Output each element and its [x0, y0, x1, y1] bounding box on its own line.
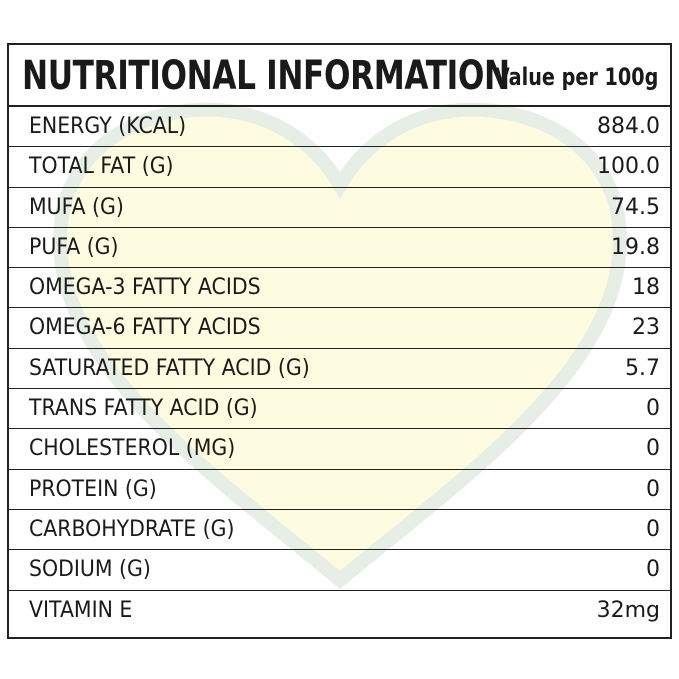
nutrient-value: 32mg [596, 597, 660, 623]
table-row: TOTAL FAT (G) 100.0 [9, 147, 670, 188]
nutrient-value: 23 [632, 315, 660, 341]
table-row: CARBOHYDRATE (G) 0 [9, 510, 670, 551]
table-row: SATURATED FATTY ACID (G) 5.7 [9, 349, 670, 390]
table-row: VITAMIN E 32mg [9, 591, 670, 631]
nutrient-value: 0 [646, 516, 660, 542]
nutrient-value: 100.0 [597, 154, 660, 180]
nutrient-name: TRANS FATTY ACID (G) [29, 396, 258, 422]
table-row: MUFA (G) 74.5 [9, 188, 670, 228]
nutrient-value: 5.7 [625, 355, 660, 381]
nutrient-name: SODIUM (G) [29, 557, 151, 583]
table-row: TRANS FATTY ACID (G) 0 [9, 389, 670, 430]
nutrient-value: 0 [646, 436, 660, 462]
nutrient-value: 0 [646, 476, 660, 502]
table-row: OMEGA-6 FATTY ACIDS 23 [9, 308, 670, 349]
nutrient-value: 0 [646, 396, 660, 422]
table-row: PUFA (G) 19.8 [9, 228, 670, 269]
nutrient-name: CARBOHYDRATE (G) [29, 516, 235, 542]
nutrient-name: SATURATED FATTY ACID (G) [29, 355, 310, 381]
subtitle: Value per 100g [494, 63, 658, 91]
nutrient-name: MUFA (G) [29, 194, 124, 220]
table-row: CHOLESTEROL (MG) 0 [9, 429, 670, 470]
nutrient-name: TOTAL FAT (G) [29, 154, 174, 180]
nutrient-name: OMEGA-3 FATTY ACIDS [29, 275, 261, 301]
nutrient-name: VITAMIN E [29, 597, 133, 623]
table-header: NUTRITIONAL INFORMATION Value per 100g [9, 45, 670, 107]
nutrient-name: PROTEIN (G) [29, 476, 157, 502]
title: NUTRITIONAL INFORMATION [22, 53, 510, 99]
table-row: SODIUM (G) 0 [9, 550, 670, 591]
nutrient-value: 19.8 [611, 234, 660, 260]
table-body: ENERGY (KCAL) 884.0 TOTAL FAT (G) 100.0 MUFA… [9, 107, 670, 631]
nutrient-value: 18 [632, 275, 660, 301]
nutrient-value: 0 [646, 557, 660, 583]
nutrient-value: 74.5 [611, 194, 660, 220]
table-row: OMEGA-3 FATTY ACIDS 18 [9, 268, 670, 309]
nutrition-table: NUTRITIONAL INFORMATION Value per 100g E… [7, 43, 672, 639]
nutrient-name: ENERGY (KCAL) [29, 114, 187, 139]
table-row: ENERGY (KCAL) 884.0 [9, 107, 670, 148]
nutrient-name: OMEGA-6 FATTY ACIDS [29, 315, 261, 341]
nutrient-name: CHOLESTEROL (MG) [29, 436, 236, 462]
nutrient-name: PUFA (G) [29, 234, 119, 260]
nutrient-value: 884.0 [597, 114, 660, 139]
table-row: PROTEIN (G) 0 [9, 470, 670, 510]
